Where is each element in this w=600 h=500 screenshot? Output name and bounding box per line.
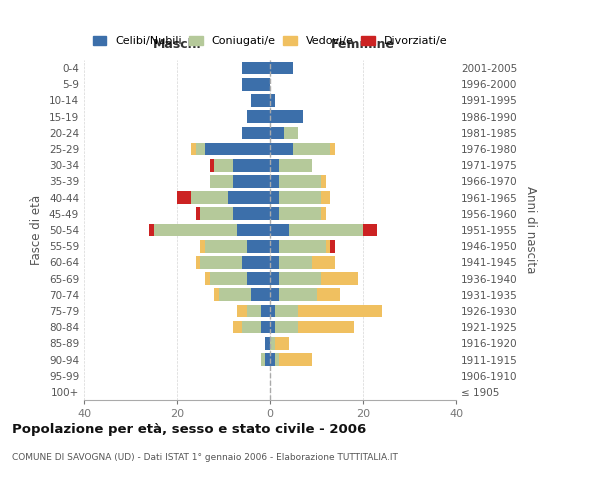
- Bar: [270, 62, 293, 74]
- Bar: [280, 208, 321, 220]
- Bar: [270, 224, 289, 236]
- Bar: [238, 224, 270, 236]
- Bar: [298, 321, 354, 334]
- Bar: [200, 256, 242, 268]
- Bar: [233, 159, 270, 172]
- Text: Femmine: Femmine: [331, 38, 395, 52]
- Bar: [251, 94, 270, 107]
- Bar: [275, 304, 298, 318]
- Bar: [260, 304, 270, 318]
- Bar: [270, 256, 280, 268]
- Bar: [242, 126, 270, 139]
- Y-axis label: Anni di nascita: Anni di nascita: [524, 186, 537, 274]
- Bar: [205, 240, 247, 252]
- Bar: [205, 142, 270, 156]
- Bar: [209, 272, 247, 285]
- Bar: [242, 62, 270, 74]
- Bar: [270, 142, 293, 156]
- Bar: [280, 288, 317, 301]
- Text: Maschi: Maschi: [152, 38, 202, 52]
- Bar: [219, 288, 251, 301]
- Bar: [321, 272, 358, 285]
- Y-axis label: Fasce di età: Fasce di età: [31, 195, 43, 265]
- Bar: [270, 126, 284, 139]
- Bar: [242, 256, 270, 268]
- Bar: [280, 256, 312, 268]
- Bar: [275, 337, 289, 349]
- Bar: [321, 175, 326, 188]
- Bar: [228, 192, 270, 204]
- Bar: [191, 142, 196, 156]
- Bar: [265, 353, 270, 366]
- Bar: [275, 353, 279, 366]
- Bar: [270, 321, 275, 334]
- Bar: [270, 288, 280, 301]
- Bar: [247, 304, 260, 318]
- Bar: [238, 304, 247, 318]
- Bar: [270, 304, 275, 318]
- Bar: [298, 304, 382, 318]
- Bar: [209, 175, 233, 188]
- Bar: [247, 240, 270, 252]
- Bar: [214, 159, 233, 172]
- Bar: [363, 224, 377, 236]
- Text: Popolazione per età, sesso e stato civile - 2006: Popolazione per età, sesso e stato civil…: [12, 422, 366, 436]
- Bar: [191, 192, 228, 204]
- Bar: [270, 192, 280, 204]
- Bar: [149, 224, 154, 236]
- Bar: [251, 288, 270, 301]
- Bar: [196, 208, 200, 220]
- Bar: [233, 208, 270, 220]
- Bar: [233, 321, 242, 334]
- Bar: [317, 288, 340, 301]
- Bar: [247, 110, 270, 123]
- Bar: [284, 126, 298, 139]
- Bar: [275, 321, 298, 334]
- Bar: [177, 192, 191, 204]
- Bar: [200, 208, 233, 220]
- Bar: [280, 159, 312, 172]
- Bar: [209, 159, 214, 172]
- Bar: [331, 240, 335, 252]
- Bar: [154, 224, 238, 236]
- Bar: [321, 208, 326, 220]
- Bar: [280, 192, 321, 204]
- Bar: [331, 142, 335, 156]
- Bar: [270, 159, 280, 172]
- Bar: [293, 142, 331, 156]
- Bar: [270, 240, 280, 252]
- Bar: [200, 240, 205, 252]
- Bar: [265, 337, 270, 349]
- Bar: [242, 321, 260, 334]
- Bar: [280, 175, 321, 188]
- Bar: [280, 272, 321, 285]
- Bar: [289, 224, 363, 236]
- Bar: [270, 175, 280, 188]
- Bar: [312, 256, 335, 268]
- Bar: [260, 321, 270, 334]
- Bar: [270, 94, 275, 107]
- Bar: [326, 240, 331, 252]
- Bar: [270, 337, 275, 349]
- Bar: [196, 142, 205, 156]
- Bar: [270, 272, 280, 285]
- Bar: [270, 110, 302, 123]
- Text: COMUNE DI SAVOGNA (UD) - Dati ISTAT 1° gennaio 2006 - Elaborazione TUTTITALIA.IT: COMUNE DI SAVOGNA (UD) - Dati ISTAT 1° g…: [12, 452, 398, 462]
- Bar: [280, 240, 326, 252]
- Bar: [280, 353, 312, 366]
- Bar: [321, 192, 331, 204]
- Bar: [270, 208, 280, 220]
- Bar: [242, 78, 270, 90]
- Bar: [247, 272, 270, 285]
- Bar: [233, 175, 270, 188]
- Bar: [270, 353, 275, 366]
- Bar: [205, 272, 209, 285]
- Bar: [261, 353, 265, 366]
- Bar: [214, 288, 219, 301]
- Legend: Celibi/Nubili, Coniugati/e, Vedovi/e, Divorziati/e: Celibi/Nubili, Coniugati/e, Vedovi/e, Di…: [88, 32, 452, 51]
- Bar: [196, 256, 200, 268]
